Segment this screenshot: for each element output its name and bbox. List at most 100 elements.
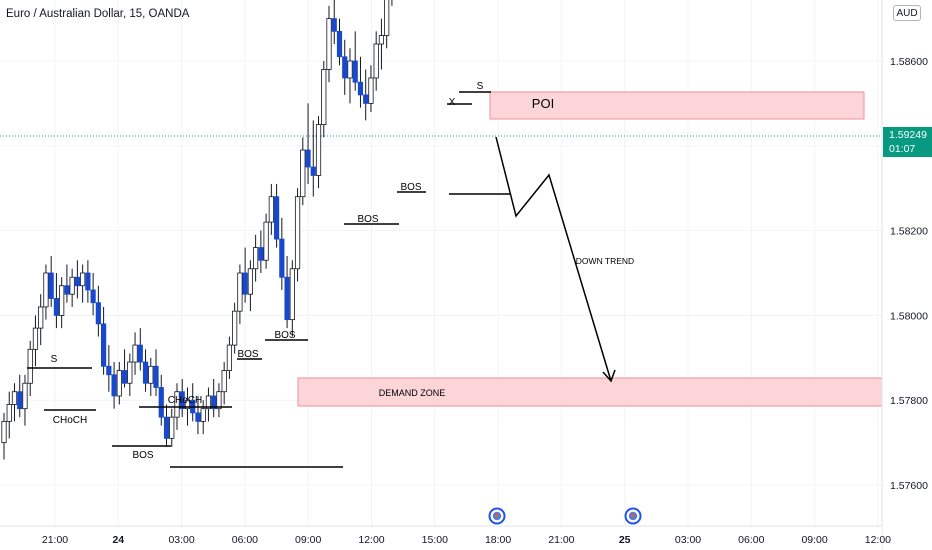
candle [310,120,316,197]
candle [221,362,227,405]
candle [121,349,128,388]
candle [232,302,238,354]
candle [101,306,107,375]
candle [90,273,96,316]
price-axis[interactable]: 1.598001.596001.594001.592001.590001.588… [881,0,932,550]
demand-zone [297,377,883,407]
candle [22,374,28,426]
candle [95,285,101,337]
x-tick-label: 03:00 [168,534,194,546]
candle [247,260,253,312]
candle [205,387,212,422]
x-tick-label: 21:00 [42,534,68,546]
time-axis[interactable]: 21:00 24 03:00 06:00 09:00 12:00 15:00 18:00 21:… [0,525,891,550]
poi-zone [489,91,865,120]
annotation-label: POI [532,96,554,111]
annotation-label: CHoCH [168,395,202,406]
annotation-label: DOWN TREND [576,256,634,266]
candle [242,247,248,303]
candle [32,315,39,367]
annotation-label: BOS [400,182,421,193]
candle [284,256,290,329]
candle [43,264,49,320]
candle [74,260,80,299]
zones-layer [297,91,883,407]
x-tick-label: 24 [112,534,124,546]
labels-layer: S CHoCH BOS CHoCH BOS BOS BOS BOS X S POI DEMAND ZO… [51,81,635,461]
candle [384,0,390,49]
candles-layer [1,0,393,460]
candle [169,408,175,447]
x-tick-label: 12:00 [358,534,384,546]
candle [195,395,201,435]
candle [216,383,222,418]
x-tick-labels: 21:00 24 03:00 06:00 09:00 12:00 15:00 18:00 21:… [42,534,891,546]
candle [1,412,7,460]
candle [326,5,332,83]
y-tick-label: 1.57600 [890,480,928,492]
x-tick-label: 09:00 [801,534,827,546]
candle [279,217,285,290]
candle [289,260,295,337]
candle [321,61,327,138]
annotation-label: BOS [274,330,295,341]
candle [253,234,259,282]
candle [17,374,23,418]
y-tick-label: 1.58200 [890,226,928,238]
annotation-label: CHoCH [53,415,87,426]
y-tick-label: 1.57800 [890,395,928,407]
candle [294,188,301,282]
candle [258,230,264,273]
annotation-label: DEMAND ZONE [379,388,446,398]
candle [153,349,159,396]
candle [158,374,164,426]
candle [116,362,122,405]
event-earth-icon[interactable] [624,507,642,525]
candle [347,48,353,104]
candle [38,294,44,346]
x-tick-label: 25 [619,534,631,546]
chart-title: Euro / Australian Dollar, 15, OANDA [6,8,190,20]
candle [305,103,311,184]
candle [127,353,133,396]
candle [300,137,306,206]
candle [363,69,369,121]
candle [59,277,65,329]
candle [132,332,138,375]
annotation-label: S [477,81,484,92]
candle [6,391,12,439]
candle [85,260,91,303]
currency-badge[interactable]: AUD [893,5,921,21]
candle [53,273,60,329]
candle [237,264,243,324]
candle [226,336,233,379]
current-price-tag: 1.59249 01:07 [883,127,932,157]
candle [80,264,86,303]
candle [368,65,374,112]
candle [137,328,143,371]
down-trend-path [495,136,612,382]
annotation-label: BOS [237,349,258,360]
y-tick-label: 1.58000 [890,310,928,322]
drawings-layer [27,91,616,468]
candle [48,256,54,307]
x-tick-label: 15:00 [422,534,448,546]
x-tick-label: 06:00 [232,534,258,546]
current-price-value: 1.59249 [889,129,927,141]
candle [357,56,364,108]
candle [352,31,358,91]
down-trend-arrowhead [602,369,616,383]
candle [11,383,18,422]
bar-countdown: 01:07 [889,143,916,155]
annotation-label: X [449,97,456,108]
candle [373,31,379,91]
candle [315,116,322,189]
annotation-label: BOS [357,214,378,225]
candle [342,39,348,95]
y-tick-label: 1.58600 [890,56,928,68]
event-earth-icon[interactable] [488,507,506,525]
candle [106,345,112,392]
candle [331,0,337,45]
candle [378,18,385,70]
